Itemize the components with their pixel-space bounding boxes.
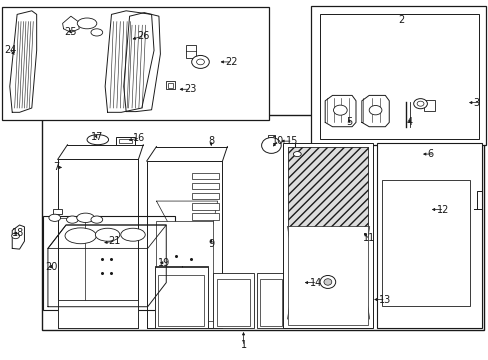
Ellipse shape	[319, 275, 335, 288]
Bar	[192, 213, 219, 220]
Bar	[424, 100, 434, 111]
Text: 10: 10	[271, 136, 284, 146]
Ellipse shape	[87, 135, 108, 145]
Text: 15: 15	[285, 136, 297, 146]
Text: 18: 18	[12, 228, 24, 238]
Text: 9: 9	[208, 239, 214, 249]
Bar	[116, 137, 135, 145]
Bar	[260, 279, 281, 326]
Text: 14: 14	[309, 278, 322, 288]
Bar	[287, 147, 367, 325]
Ellipse shape	[91, 216, 102, 223]
Bar	[119, 139, 131, 143]
Ellipse shape	[77, 18, 97, 29]
Bar	[166, 81, 175, 89]
Bar	[43, 216, 175, 310]
Text: 11: 11	[362, 233, 374, 243]
Ellipse shape	[65, 228, 96, 244]
Bar	[282, 143, 372, 328]
Text: 23: 23	[183, 84, 196, 94]
Bar	[192, 183, 219, 189]
Bar	[158, 275, 204, 326]
Bar	[310, 6, 485, 145]
Bar	[41, 115, 483, 330]
Bar	[319, 14, 478, 139]
Ellipse shape	[293, 152, 301, 157]
Bar	[376, 143, 481, 328]
Text: 26: 26	[137, 31, 149, 41]
Bar	[185, 45, 195, 58]
Ellipse shape	[12, 233, 20, 239]
Ellipse shape	[323, 279, 331, 285]
Ellipse shape	[49, 214, 61, 221]
Ellipse shape	[413, 99, 427, 109]
Bar	[156, 221, 212, 321]
Bar	[2, 7, 268, 120]
Text: 5: 5	[346, 117, 351, 127]
Bar	[168, 83, 173, 88]
Ellipse shape	[416, 101, 423, 106]
Text: 12: 12	[436, 204, 448, 215]
Ellipse shape	[66, 216, 78, 223]
Bar	[216, 279, 249, 326]
Text: 3: 3	[472, 98, 479, 108]
Bar	[287, 147, 367, 226]
Ellipse shape	[91, 29, 102, 36]
Ellipse shape	[196, 59, 204, 65]
Bar	[58, 300, 138, 328]
Ellipse shape	[95, 228, 120, 241]
Text: 1: 1	[240, 340, 246, 350]
Bar	[192, 173, 219, 179]
Text: 21: 21	[108, 236, 121, 246]
Text: 20: 20	[45, 262, 57, 272]
Bar	[256, 273, 285, 328]
Ellipse shape	[121, 228, 145, 241]
Ellipse shape	[368, 105, 381, 115]
Bar	[212, 273, 254, 328]
Text: 7: 7	[53, 162, 59, 172]
Bar	[154, 267, 208, 328]
Text: 2: 2	[397, 15, 403, 25]
Ellipse shape	[191, 55, 209, 68]
Text: 13: 13	[378, 294, 390, 305]
Text: 25: 25	[64, 27, 77, 37]
Text: 19: 19	[158, 258, 170, 268]
Bar	[382, 180, 469, 306]
Text: 8: 8	[208, 136, 214, 146]
Text: 24: 24	[4, 45, 16, 55]
Ellipse shape	[333, 105, 346, 115]
Text: 4: 4	[406, 117, 412, 127]
Bar	[192, 203, 219, 210]
Ellipse shape	[261, 138, 281, 153]
Text: 22: 22	[224, 57, 237, 67]
Text: 6: 6	[427, 149, 433, 159]
Text: 17: 17	[90, 132, 102, 142]
Bar	[53, 209, 61, 214]
Bar	[192, 193, 219, 199]
Text: 16: 16	[133, 133, 145, 143]
Ellipse shape	[77, 213, 94, 222]
